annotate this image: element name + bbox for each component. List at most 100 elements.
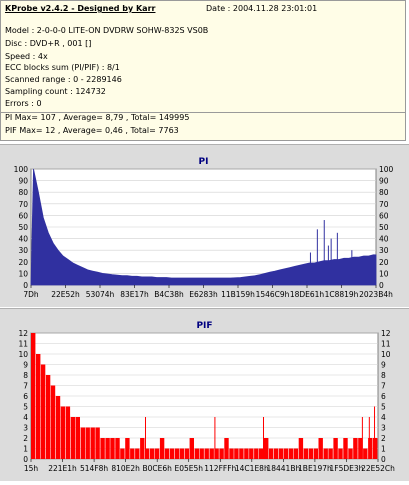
pif-bar <box>229 449 233 460</box>
pif-bar <box>314 449 318 460</box>
pif-bar <box>234 449 238 460</box>
x-tick-label: 1BE197h <box>298 464 332 473</box>
pif-bar <box>210 449 214 460</box>
y-tick-label-left: 60 <box>18 211 28 220</box>
x-tick-label: 2023B4h <box>359 290 393 299</box>
pif-bar <box>125 438 129 459</box>
pif-bar <box>274 449 278 460</box>
pif-bar <box>328 449 332 460</box>
y-tick-label-left: 6 <box>23 392 28 401</box>
x-tick-label: 514F8h <box>80 464 108 473</box>
y-tick-label-right: 3 <box>381 424 386 433</box>
app-title: KProbe v2.4.2 - Designed by Karr <box>5 4 155 13</box>
y-tick-label-left: 12 <box>18 329 28 338</box>
pif-bar <box>190 438 194 459</box>
pif-bar <box>61 407 65 460</box>
y-tick-label-right: 8 <box>381 371 386 380</box>
chart-title: PI <box>199 157 209 167</box>
y-tick-label-right: 12 <box>381 329 391 338</box>
pif-bar <box>279 449 283 460</box>
pif-bar <box>175 449 179 460</box>
pif-bar <box>353 438 357 459</box>
x-tick-label: 22E52h <box>51 290 80 299</box>
pif-bar <box>324 449 328 460</box>
pif-bar <box>150 449 154 460</box>
y-tick-label-right: 2 <box>381 434 386 443</box>
x-tick-label: 14C1E8h <box>235 464 269 473</box>
y-tick-label-right: 70 <box>379 200 389 209</box>
pif-bar <box>219 449 223 460</box>
pif-bar <box>373 438 377 459</box>
pif-bar <box>86 428 90 460</box>
y-tick-label-right: 5 <box>381 403 386 412</box>
pif-bar <box>31 333 35 459</box>
y-tick-label-left: 20 <box>18 258 28 267</box>
y-tick-label-right: 10 <box>379 269 389 278</box>
pi-summary: PI Max= 107 , Average= 8,79 , Total= 149… <box>5 113 189 122</box>
y-tick-label-right: 10 <box>381 350 391 359</box>
pif-bar <box>289 449 293 460</box>
pif-bar <box>348 449 352 460</box>
y-tick-label-right: 60 <box>379 211 389 220</box>
pif-bar <box>66 407 70 460</box>
pif-bar <box>363 449 367 460</box>
y-tick-label-left: 10 <box>18 269 28 278</box>
pif-bar <box>304 449 308 460</box>
pif-bar <box>165 449 169 460</box>
y-tick-label-right: 9 <box>381 361 386 370</box>
disc-type: Disc : DVD+R , 001 [] <box>5 39 91 48</box>
pif-bar <box>100 438 104 459</box>
x-tick-label: 221E1h <box>48 464 77 473</box>
y-tick-label-right: 40 <box>379 235 389 244</box>
y-tick-label-left: 4 <box>23 413 28 422</box>
scan-date: Date : 2004.11.28 23:01:01 <box>206 4 317 13</box>
y-tick-label-right: 30 <box>379 246 389 255</box>
pif-bar <box>95 428 99 460</box>
pif-bar <box>135 449 139 460</box>
pif-bar <box>200 449 204 460</box>
x-tick-label: B0CE6h <box>142 464 172 473</box>
y-tick-label-right: 100 <box>379 165 394 174</box>
scanned-range: Scanned range : 0 - 2289146 <box>5 75 122 84</box>
y-tick-label-left: 0 <box>23 281 28 290</box>
pif-bar <box>36 354 40 459</box>
y-tick-label-left: 50 <box>18 223 28 232</box>
x-tick-label: 18DE61h <box>290 290 325 299</box>
x-tick-label: 83E17h <box>120 290 149 299</box>
y-tick-label-left: 90 <box>18 177 28 186</box>
y-tick-label-left: 1 <box>23 445 28 454</box>
pif-bar <box>130 449 134 460</box>
y-tick-label-right: 50 <box>379 223 389 232</box>
pif-bar <box>91 428 95 460</box>
pif-bar <box>309 449 313 460</box>
pif-bar <box>343 438 347 459</box>
pif-bar <box>333 438 337 459</box>
x-tick-label: 810E2h <box>111 464 140 473</box>
pif-bar <box>105 438 109 459</box>
scan-speed: Speed : 4x <box>5 52 48 61</box>
pif-bar <box>368 438 372 459</box>
pif-summary: PIF Max= 12 , Average= 0,46 , Total= 776… <box>5 126 179 135</box>
y-tick-label-right: 90 <box>379 177 389 186</box>
pif-bar <box>160 438 164 459</box>
y-tick-label-left: 9 <box>23 361 28 370</box>
info-panel: KProbe v2.4.2 - Designed by Karr Date : … <box>0 0 406 113</box>
pif-bar <box>56 396 60 459</box>
y-tick-label-right: 0 <box>381 455 386 464</box>
error-count: Errors : 0 <box>5 99 42 108</box>
x-tick-label: 22E52Ch <box>361 464 395 473</box>
y-tick-label-left: 10 <box>18 350 28 359</box>
y-tick-label-right: 7 <box>381 382 386 391</box>
x-tick-label: 18441Bh <box>266 464 300 473</box>
y-tick-label-left: 11 <box>18 340 28 349</box>
pif-bar <box>319 438 323 459</box>
pif-bar <box>244 449 248 460</box>
x-tick-label: 112FFFh <box>204 464 236 473</box>
pif-bar <box>180 449 184 460</box>
pif-bar <box>76 417 80 459</box>
chart-title: PIF <box>196 321 212 331</box>
y-tick-label-right: 6 <box>381 392 386 401</box>
y-tick-label-right: 1 <box>381 445 386 454</box>
